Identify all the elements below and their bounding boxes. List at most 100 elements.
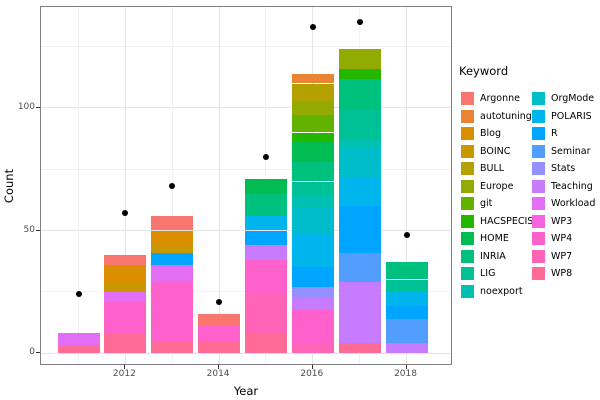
data-point bbox=[75, 291, 82, 298]
bar-segment-WP4 bbox=[151, 281, 194, 341]
legend-swatch-WP3 bbox=[532, 214, 545, 228]
legend-swatch-Seminar bbox=[532, 144, 545, 158]
legend-label: Seminar bbox=[551, 145, 591, 157]
x-tick-mark bbox=[218, 365, 220, 369]
bar-segment-INRIA bbox=[338, 78, 381, 111]
bar-segment-Seminar bbox=[338, 252, 381, 282]
x-tick-label: 2016 bbox=[300, 369, 324, 379]
plot-panel bbox=[40, 6, 452, 365]
legend-swatch-Europe bbox=[461, 179, 474, 193]
legend-swatch-R bbox=[532, 127, 545, 140]
bar-segment-WP4 bbox=[244, 259, 287, 295]
legend-label: HOME bbox=[480, 233, 509, 244]
legend-label: Workload bbox=[551, 198, 596, 209]
bar-segment-Workload bbox=[57, 333, 100, 346]
bar-segment-BOINC bbox=[104, 284, 147, 292]
bar-segment-WP4 bbox=[291, 308, 334, 344]
bar-segment-R bbox=[338, 206, 381, 253]
legend-title: Keyword bbox=[459, 64, 509, 78]
legend-swatch-HOME bbox=[461, 232, 474, 245]
bar-segment-WP8 bbox=[244, 333, 287, 353]
bar-segment-OrgMode bbox=[291, 208, 334, 233]
data-point bbox=[356, 19, 363, 26]
bar-segment-WP7 bbox=[244, 294, 287, 334]
legend-label: Europe bbox=[480, 180, 514, 192]
legend-swatch-WP7 bbox=[532, 249, 545, 263]
gridline-y-major bbox=[41, 107, 451, 108]
legend-swatch-BULL bbox=[461, 162, 474, 175]
bar-segment-LIG bbox=[385, 279, 428, 292]
legend-swatch-WP8 bbox=[532, 267, 545, 280]
bar-segment-Europe bbox=[338, 49, 381, 69]
legend-swatch-Teaching bbox=[532, 179, 545, 193]
bar-segment-Teaching bbox=[338, 281, 381, 344]
legend-swatch-Stats bbox=[532, 162, 545, 175]
bar-segment-Blog bbox=[104, 264, 147, 285]
y-tick-mark bbox=[36, 107, 40, 108]
legend-swatch-LIG bbox=[461, 267, 474, 280]
y-tick-mark bbox=[36, 352, 40, 353]
bar-segment-LIG bbox=[338, 110, 381, 140]
gridline-y-minor bbox=[41, 169, 451, 170]
legend-label: WP8 bbox=[551, 268, 573, 279]
legend-label: WP4 bbox=[551, 233, 573, 244]
y-axis-title: Count bbox=[2, 168, 16, 204]
bar-segment-LIG bbox=[291, 181, 334, 197]
bar-segment-Stats bbox=[291, 286, 334, 297]
legend-label: git bbox=[480, 198, 493, 209]
bar-segment-WP8 bbox=[57, 345, 100, 353]
gridline-x-major bbox=[406, 7, 407, 364]
bar-segment-HOME bbox=[244, 179, 287, 194]
legend-label: OrgMode bbox=[551, 93, 595, 104]
gridline-x-major bbox=[219, 7, 220, 364]
bar-segment-Workload bbox=[151, 264, 194, 282]
bar-segment-WP8 bbox=[198, 340, 241, 353]
legend-swatch-git bbox=[461, 197, 474, 210]
legend-label: Blog bbox=[480, 128, 501, 139]
gridline-y-major bbox=[41, 353, 451, 354]
bar-segment-WP8 bbox=[104, 333, 147, 353]
bar-segment-WP7 bbox=[291, 343, 334, 353]
legend-label: LIG bbox=[480, 268, 496, 279]
bar-segment-Workload bbox=[104, 291, 147, 302]
bar-segment-INRIA bbox=[291, 161, 334, 182]
legend-swatch-autotuning bbox=[461, 109, 474, 123]
gridline-x-minor bbox=[78, 7, 79, 364]
legend-swatch-Argonne bbox=[461, 92, 474, 105]
bar-segment-Argonne bbox=[198, 313, 241, 327]
legend-label: R bbox=[551, 128, 558, 139]
bar-segment-WP8 bbox=[338, 343, 381, 353]
gridline-y-minor bbox=[41, 46, 451, 47]
bar-segment-OrgMode bbox=[338, 147, 381, 177]
legend-label: BOINC bbox=[480, 145, 511, 157]
bar-segment-POLARIS bbox=[244, 215, 287, 231]
bar-segment-Argonne bbox=[151, 215, 194, 231]
x-tick-label: 2012 bbox=[112, 369, 136, 379]
bar-segment-POLARIS bbox=[291, 232, 334, 268]
y-tick-label: 100 bbox=[17, 102, 35, 112]
legend-label: autotuning bbox=[480, 110, 532, 122]
bar-segment-WP4 bbox=[104, 301, 147, 334]
legend-label: Argonne bbox=[480, 93, 520, 104]
bar-segment-git bbox=[291, 115, 334, 133]
bar-segment-WP4 bbox=[198, 326, 241, 341]
legend-label: Teaching bbox=[551, 180, 593, 192]
legend-swatch-HACSPECIS bbox=[461, 214, 474, 228]
data-point bbox=[309, 24, 316, 31]
bar-segment-WP8 bbox=[151, 340, 194, 353]
y-tick-label: 0 bbox=[29, 347, 35, 357]
bar-segment-POLARIS bbox=[385, 291, 428, 307]
bar-segment-HOME bbox=[291, 142, 334, 162]
bar-segment-BULL bbox=[291, 83, 334, 101]
gridline-x-major bbox=[125, 7, 126, 364]
legend-swatch-WP4 bbox=[532, 232, 545, 245]
y-tick-label: 50 bbox=[23, 224, 35, 235]
bar-segment-POLARIS bbox=[338, 176, 381, 206]
bar-segment-Blog bbox=[151, 230, 194, 246]
bar-segment-Argonne bbox=[104, 255, 147, 265]
y-tick-mark bbox=[36, 229, 40, 231]
bar-segment-HACSPECIS bbox=[338, 68, 381, 79]
bar-segment-Teaching bbox=[291, 296, 334, 309]
x-axis-title: Year bbox=[233, 384, 259, 398]
